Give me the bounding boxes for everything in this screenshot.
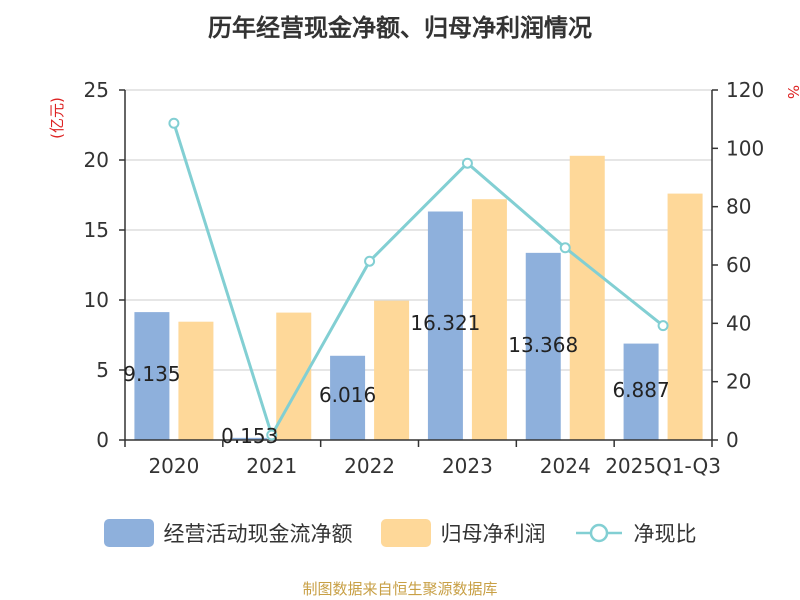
point-ratio bbox=[364, 255, 376, 267]
point-ratio bbox=[461, 157, 473, 169]
bar-cashflow bbox=[623, 343, 659, 440]
data-label-cashflow: 0.153 bbox=[221, 424, 278, 448]
y-left-tick-label: 5 bbox=[96, 358, 109, 382]
legend-swatch-cashflow bbox=[103, 519, 154, 547]
legend: 经营活动现金流净额 归母净利润 净现比 bbox=[0, 518, 800, 548]
legend-swatch-net-profit bbox=[380, 519, 431, 547]
y-right-tick-label: 20 bbox=[726, 370, 751, 394]
x-tick-label: 2021 bbox=[246, 454, 297, 478]
data-label-cashflow: 6.887 bbox=[612, 378, 669, 402]
y-right-tick-label: 0 bbox=[726, 428, 739, 452]
point-ratio bbox=[657, 320, 669, 332]
x-tick-label: 2022 bbox=[344, 454, 395, 478]
x-tick-label: 2025Q1-Q3 bbox=[605, 454, 721, 478]
y-left-tick-label: 20 bbox=[84, 148, 109, 172]
legend-swatch-ratio bbox=[575, 523, 622, 543]
bar-net-profit bbox=[374, 300, 410, 440]
data-label-cashflow: 16.321 bbox=[410, 311, 480, 335]
legend-item-cashflow[interactable]: 经营活动现金流净额 bbox=[103, 518, 353, 548]
point-ratio bbox=[559, 242, 571, 254]
legend-label-cashflow: 经营活动现金流净额 bbox=[163, 522, 353, 546]
bar-cashflow bbox=[134, 312, 170, 440]
bar-net-profit bbox=[471, 199, 507, 440]
x-tick-label: 2020 bbox=[148, 454, 199, 478]
y-right-axis-label: % bbox=[784, 85, 800, 99]
bar-net-profit bbox=[178, 321, 214, 440]
bar-net-profit bbox=[667, 193, 703, 440]
legend-item-net-profit[interactable]: 归母净利润 bbox=[380, 518, 546, 548]
point-ratio bbox=[168, 117, 180, 129]
y-left-tick-label: 25 bbox=[84, 78, 109, 102]
y-left-tick-label: 10 bbox=[84, 288, 109, 312]
bar-net-profit bbox=[569, 155, 605, 441]
y-right-tick-label: 40 bbox=[726, 311, 751, 335]
chart-title: 历年经营现金净额、归母净利润情况 bbox=[208, 14, 592, 42]
data-label-cashflow: 6.016 bbox=[319, 383, 376, 407]
x-tick-label: 2024 bbox=[540, 454, 591, 478]
data-label-cashflow: 9.135 bbox=[123, 362, 180, 386]
bar-cashflow bbox=[232, 437, 268, 440]
bar-cashflow bbox=[330, 355, 366, 440]
y-right-tick-label: 120 bbox=[726, 78, 764, 102]
legend-label-net-profit: 归母净利润 bbox=[440, 522, 546, 546]
point-ratio bbox=[266, 429, 278, 441]
source-note: 制图数据来自恒生聚源数据库 bbox=[302, 580, 498, 598]
bar-cashflow bbox=[525, 252, 561, 440]
legend-item-ratio[interactable]: 净现比 bbox=[574, 518, 697, 548]
y-right-tick-label: 80 bbox=[726, 195, 751, 219]
y-left-tick-label: 15 bbox=[84, 218, 109, 242]
legend-label-ratio: 净现比 bbox=[633, 522, 697, 546]
data-label-cashflow: 13.368 bbox=[508, 333, 578, 357]
bar-cashflow bbox=[427, 211, 463, 440]
line-ratio bbox=[172, 122, 665, 439]
y-right-tick-label: 100 bbox=[726, 136, 764, 160]
y-right-tick-label: 60 bbox=[726, 253, 751, 277]
y-left-axis-label: (亿元) bbox=[48, 97, 66, 139]
y-left-tick-label: 0 bbox=[96, 428, 109, 452]
x-tick-label: 2023 bbox=[442, 454, 493, 478]
